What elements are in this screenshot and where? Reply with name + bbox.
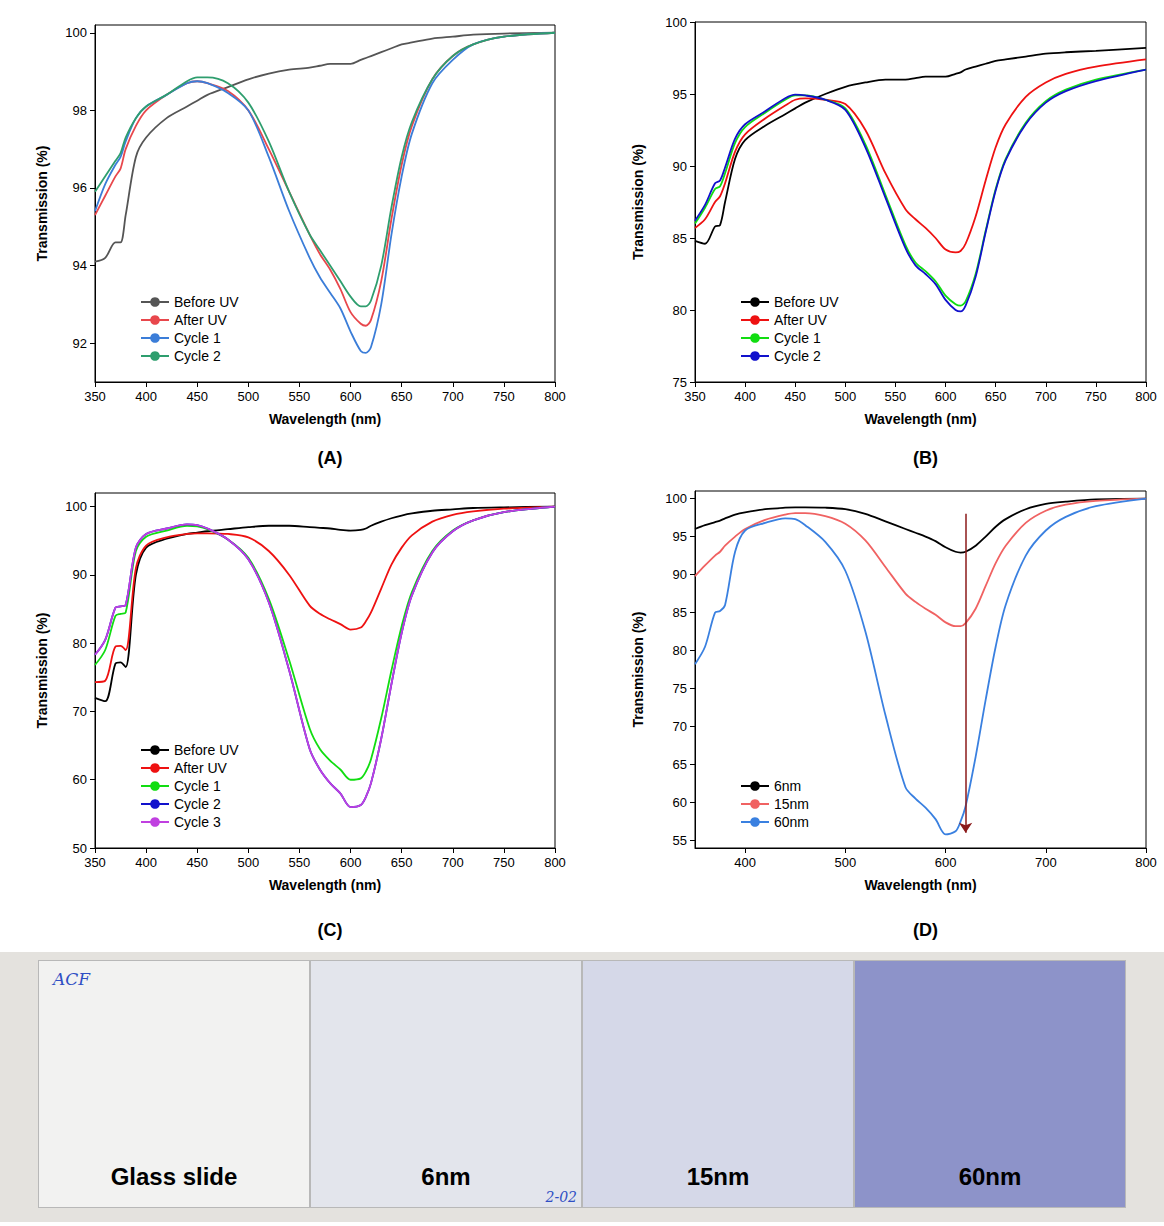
svg-text:Wavelength (nm): Wavelength (nm) bbox=[864, 411, 976, 427]
svg-text:60: 60 bbox=[73, 772, 87, 787]
svg-text:600: 600 bbox=[340, 855, 362, 870]
svg-text:Cycle 2: Cycle 2 bbox=[174, 348, 221, 364]
svg-text:550: 550 bbox=[885, 389, 907, 404]
svg-text:65: 65 bbox=[673, 757, 687, 772]
html-text:ACF: ACF bbox=[53, 969, 91, 989]
svg-text:50: 50 bbox=[73, 841, 87, 856]
html-text:15nm: 15nm bbox=[686, 1163, 750, 1190]
svg-text:80: 80 bbox=[673, 303, 687, 318]
svg-text:400: 400 bbox=[135, 855, 157, 870]
svg-text:90: 90 bbox=[73, 567, 87, 582]
svg-text:400: 400 bbox=[135, 389, 157, 404]
svg-text:450: 450 bbox=[784, 389, 806, 404]
svg-text:(D): (D) bbox=[913, 920, 938, 940]
svg-text:98: 98 bbox=[73, 103, 87, 118]
svg-text:6nm: 6nm bbox=[774, 778, 801, 794]
svg-text:85: 85 bbox=[673, 231, 687, 246]
svg-text:650: 650 bbox=[391, 389, 413, 404]
svg-text:600: 600 bbox=[935, 855, 957, 870]
svg-text:400: 400 bbox=[734, 389, 756, 404]
svg-text:100: 100 bbox=[65, 25, 87, 40]
svg-text:Before UV: Before UV bbox=[774, 294, 839, 310]
svg-text:Wavelength (nm): Wavelength (nm) bbox=[269, 877, 381, 893]
svg-text:75: 75 bbox=[673, 681, 687, 696]
svg-text:60: 60 bbox=[673, 795, 687, 810]
svg-text:Cycle 1: Cycle 1 bbox=[174, 778, 221, 794]
svg-text:After UV: After UV bbox=[174, 760, 228, 776]
svg-text:750: 750 bbox=[1085, 389, 1107, 404]
svg-text:Transmission (%): Transmission (%) bbox=[34, 146, 50, 262]
svg-text:(B): (B) bbox=[913, 448, 938, 468]
svg-text:Transmission (%): Transmission (%) bbox=[630, 144, 646, 260]
svg-text:500: 500 bbox=[237, 389, 259, 404]
svg-text:650: 650 bbox=[985, 389, 1007, 404]
svg-text:350: 350 bbox=[684, 389, 706, 404]
svg-text:100: 100 bbox=[65, 499, 87, 514]
svg-text:Transmission (%): Transmission (%) bbox=[34, 613, 50, 729]
svg-text:(A): (A) bbox=[318, 448, 343, 468]
svg-text:650: 650 bbox=[391, 855, 413, 870]
svg-text:70: 70 bbox=[673, 719, 687, 734]
html-text:6nm: 6nm bbox=[421, 1163, 471, 1190]
svg-text:Cycle 2: Cycle 2 bbox=[774, 348, 821, 364]
svg-text:90: 90 bbox=[673, 159, 687, 174]
svg-text:Transmission (%): Transmission (%) bbox=[630, 612, 646, 728]
svg-text:600: 600 bbox=[935, 389, 957, 404]
svg-text:500: 500 bbox=[834, 389, 856, 404]
svg-text:15nm: 15nm bbox=[774, 796, 809, 812]
svg-text:800: 800 bbox=[1135, 389, 1157, 404]
svg-text:800: 800 bbox=[544, 389, 566, 404]
svg-text:450: 450 bbox=[186, 855, 208, 870]
svg-text:80: 80 bbox=[673, 643, 687, 658]
svg-text:700: 700 bbox=[1035, 855, 1057, 870]
svg-text:60nm: 60nm bbox=[774, 814, 809, 830]
svg-text:80: 80 bbox=[73, 636, 87, 651]
svg-text:Before UV: Before UV bbox=[174, 742, 239, 758]
svg-text:550: 550 bbox=[289, 389, 311, 404]
svg-text:600: 600 bbox=[340, 389, 362, 404]
svg-text:350: 350 bbox=[84, 389, 106, 404]
svg-text:100: 100 bbox=[665, 491, 687, 506]
svg-text:Cycle 3: Cycle 3 bbox=[174, 814, 221, 830]
svg-text:Cycle 1: Cycle 1 bbox=[774, 330, 821, 346]
svg-text:96: 96 bbox=[73, 180, 87, 195]
html-text:Glass slide: Glass slide bbox=[110, 1163, 238, 1190]
svg-text:Cycle 1: Cycle 1 bbox=[174, 330, 221, 346]
svg-text:700: 700 bbox=[442, 855, 464, 870]
svg-text:92: 92 bbox=[73, 336, 87, 351]
svg-text:95: 95 bbox=[673, 529, 687, 544]
svg-text:Before UV: Before UV bbox=[174, 294, 239, 310]
svg-text:750: 750 bbox=[493, 855, 515, 870]
html-text:2-02: 2-02 bbox=[545, 1189, 577, 1205]
svg-text:75: 75 bbox=[673, 375, 687, 390]
svg-text:800: 800 bbox=[544, 855, 566, 870]
html-text:60nm: 60nm bbox=[958, 1163, 1022, 1190]
svg-text:94: 94 bbox=[73, 258, 87, 273]
svg-text:Cycle 2: Cycle 2 bbox=[174, 796, 221, 812]
svg-text:450: 450 bbox=[186, 389, 208, 404]
svg-text:After UV: After UV bbox=[174, 312, 228, 328]
svg-text:Wavelength (nm): Wavelength (nm) bbox=[269, 411, 381, 427]
svg-text:(C): (C) bbox=[318, 920, 343, 940]
svg-text:400: 400 bbox=[734, 855, 756, 870]
svg-text:350: 350 bbox=[84, 855, 106, 870]
svg-text:100: 100 bbox=[665, 15, 687, 30]
svg-text:95: 95 bbox=[673, 87, 687, 102]
svg-text:800: 800 bbox=[1135, 855, 1157, 870]
svg-text:After UV: After UV bbox=[774, 312, 828, 328]
svg-text:85: 85 bbox=[673, 605, 687, 620]
svg-text:70: 70 bbox=[73, 704, 87, 719]
svg-text:500: 500 bbox=[834, 855, 856, 870]
svg-text:550: 550 bbox=[289, 855, 311, 870]
svg-text:55: 55 bbox=[673, 833, 687, 848]
svg-text:750: 750 bbox=[493, 389, 515, 404]
svg-text:700: 700 bbox=[442, 389, 464, 404]
svg-text:Wavelength (nm): Wavelength (nm) bbox=[864, 877, 976, 893]
svg-text:700: 700 bbox=[1035, 389, 1057, 404]
svg-text:500: 500 bbox=[237, 855, 259, 870]
svg-text:90: 90 bbox=[673, 567, 687, 582]
